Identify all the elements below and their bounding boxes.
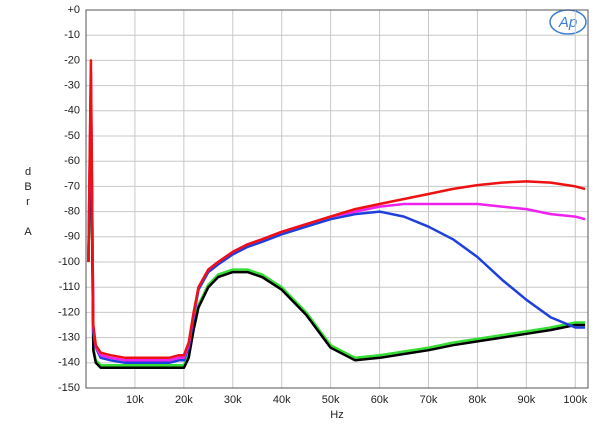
y-tick-label: -90	[64, 231, 80, 243]
y-tick-label: -60	[64, 155, 80, 167]
logo-text: Ap	[558, 14, 577, 31]
x-tick-label: 70k	[420, 394, 438, 406]
plot-frame	[85, 9, 589, 389]
y-tick-label: -110	[59, 281, 80, 293]
logo: Ap	[549, 9, 587, 35]
x-tick-label: 30k	[224, 394, 242, 406]
y-tick-label: -10	[64, 29, 80, 41]
x-tick-label: 80k	[469, 394, 487, 406]
y-tick-label: -130	[58, 332, 80, 344]
series-line	[87, 84, 586, 365]
series-line	[87, 124, 586, 367]
y-axis-label: dBr A	[22, 166, 34, 241]
series-line	[87, 122, 586, 370]
x-tick-label: 50k	[322, 394, 340, 406]
x-tick-label: 90k	[517, 394, 535, 406]
y-tick-label: -120	[58, 306, 80, 318]
series-line	[87, 59, 586, 360]
y-tick-label: +0	[67, 4, 80, 16]
x-tick-label: 40k	[273, 394, 291, 406]
y-tick-label: -30	[64, 80, 80, 92]
x-axis-label: Hz	[330, 409, 343, 421]
y-tick-label: -70	[64, 180, 80, 192]
x-tick-label: 10k	[126, 394, 144, 406]
y-tick-label: -140	[58, 357, 80, 369]
y-tick-label: -50	[64, 130, 80, 142]
x-tick-label: 20k	[175, 394, 193, 406]
x-tick-label: 100k	[563, 394, 587, 406]
y-tick-label: -100	[58, 256, 80, 268]
y-tick-label: -40	[64, 105, 80, 117]
y-tick-label: -80	[64, 206, 80, 218]
y-tick-label: -20	[64, 54, 80, 66]
x-tick-label: 60k	[371, 394, 389, 406]
y-tick-label: -150	[58, 382, 80, 394]
